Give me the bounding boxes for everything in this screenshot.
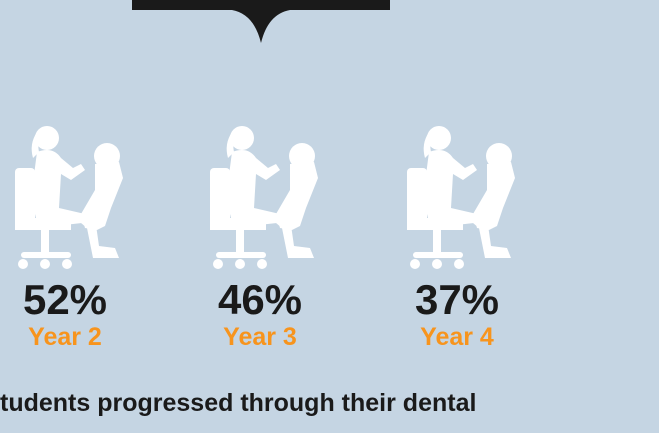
icon (15, 126, 123, 269)
footnote: tudents progressed through their dental (0, 389, 476, 417)
value-label: 46% (218, 276, 302, 323)
infographic: tudents progressed through their dental … (0, 0, 659, 433)
category-label: Year 4 (420, 323, 494, 351)
header-pointer (132, 0, 390, 43)
value-label: 52% (23, 276, 107, 323)
category-label: Year 3 (223, 323, 297, 351)
value-label: 37% (415, 276, 499, 323)
icon (210, 126, 318, 269)
category-label: Year 2 (28, 323, 102, 351)
icon (407, 126, 515, 269)
